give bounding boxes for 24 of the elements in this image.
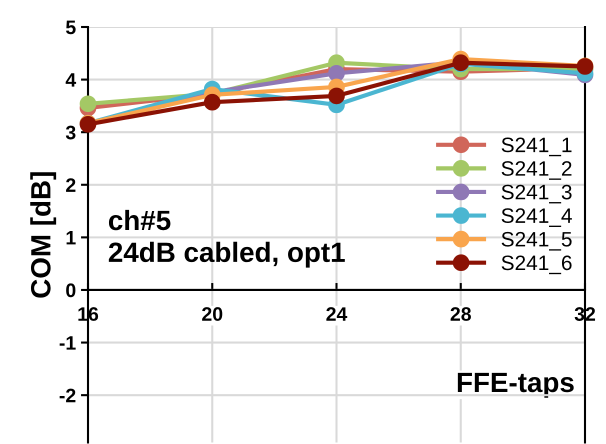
x-tick-label: 28 <box>450 307 471 321</box>
legend-label: S241_4 <box>502 208 572 227</box>
legend-label: S241_2 <box>502 161 572 180</box>
y-tick-label: -1 <box>60 336 76 350</box>
point <box>80 95 96 112</box>
y-tick-label: 0 <box>66 283 76 298</box>
x-tick-label: 24 <box>326 307 348 321</box>
y-tick-label: 2 <box>66 178 76 192</box>
point <box>204 94 221 111</box>
y-tick-label: 1 <box>66 231 76 244</box>
legend-label: S241_1 <box>502 138 572 156</box>
x-tick-label: 20 <box>202 307 222 321</box>
y-tick-label: -2 <box>60 388 76 402</box>
y-tick-label: 5 <box>66 20 76 34</box>
legend-label: S241_3 <box>502 184 572 204</box>
y-axis-title: COM [dB] <box>30 172 56 298</box>
y-tick-label: 3 <box>66 126 76 140</box>
point <box>328 88 345 104</box>
annotation: ch#5 24dB cabled, opt1 <box>108 210 345 268</box>
legend-label: S241_5 <box>502 232 572 251</box>
x-axis-title: FFE-taps <box>458 372 574 398</box>
point <box>328 64 345 82</box>
legend-label: S241_6 <box>502 255 572 274</box>
y-tick-label: 4 <box>66 73 76 87</box>
